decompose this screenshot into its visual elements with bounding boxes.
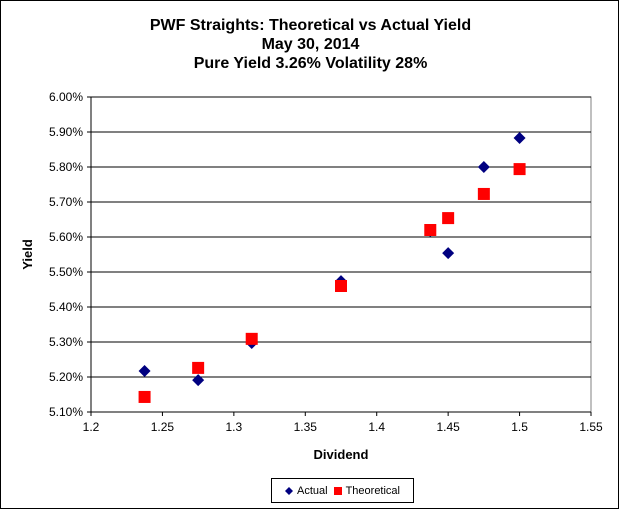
y-tick-label: 6.00% (49, 90, 83, 104)
chart-title-line1: PWF Straights: Theoretical vs Actual Yie… (149, 17, 472, 34)
y-tick-label: 5.90% (49, 125, 83, 139)
actual-point (477, 161, 490, 173)
legend-label-actual: Actual (297, 484, 328, 497)
y-tick-label: 5.80% (49, 160, 83, 174)
theoretical-point (442, 212, 455, 225)
plot-area (90, 96, 592, 413)
x-tick-label: 1.45 (436, 420, 460, 434)
square-icon (333, 486, 342, 495)
y-tick-label: 5.70% (49, 195, 83, 209)
legend: Actual Theoretical (271, 478, 414, 503)
y-tick-label: 5.20% (49, 370, 83, 384)
y-axis-label: Yield (20, 239, 35, 270)
actual-point (192, 374, 205, 387)
theoretical-point (513, 163, 526, 176)
actual-point (138, 365, 151, 378)
x-tick-label: 1.3 (226, 420, 243, 434)
y-tick-label: 5.30% (49, 335, 83, 349)
legend-theoretical: Theoretical (333, 484, 400, 497)
x-tick-label: 1.55 (579, 420, 603, 434)
x-tick-label: 1.25 (151, 420, 175, 434)
theoretical-point (192, 361, 205, 374)
legend-label-theoretical: Theoretical (345, 484, 400, 497)
diamond-icon (285, 486, 293, 495)
theoretical-point (477, 187, 490, 200)
y-tick-label: 5.40% (49, 300, 83, 314)
y-tick-label: 5.10% (49, 405, 83, 419)
theoretical-point (424, 224, 437, 236)
actual-point (513, 131, 526, 144)
y-tick-label: 5.60% (49, 230, 83, 244)
y-tick-label: 5.50% (49, 265, 83, 279)
chart-title-line2: May 30, 2014 (261, 36, 360, 53)
actual-point (442, 247, 455, 260)
theoretical-point (245, 332, 258, 345)
chart-title-line3: Pure Yield 3.26% Volatility 28% (193, 55, 428, 72)
x-tick-label: 1.35 (294, 420, 318, 434)
x-axis-label: Dividend (314, 447, 369, 462)
x-tick-label: 1.4 (368, 420, 385, 434)
legend-actual: Actual (285, 485, 328, 497)
x-tick-label: 1.2 (83, 420, 100, 434)
x-tick-label: 1.5 (511, 420, 528, 434)
theoretical-point (138, 390, 151, 403)
theoretical-point (335, 280, 347, 292)
